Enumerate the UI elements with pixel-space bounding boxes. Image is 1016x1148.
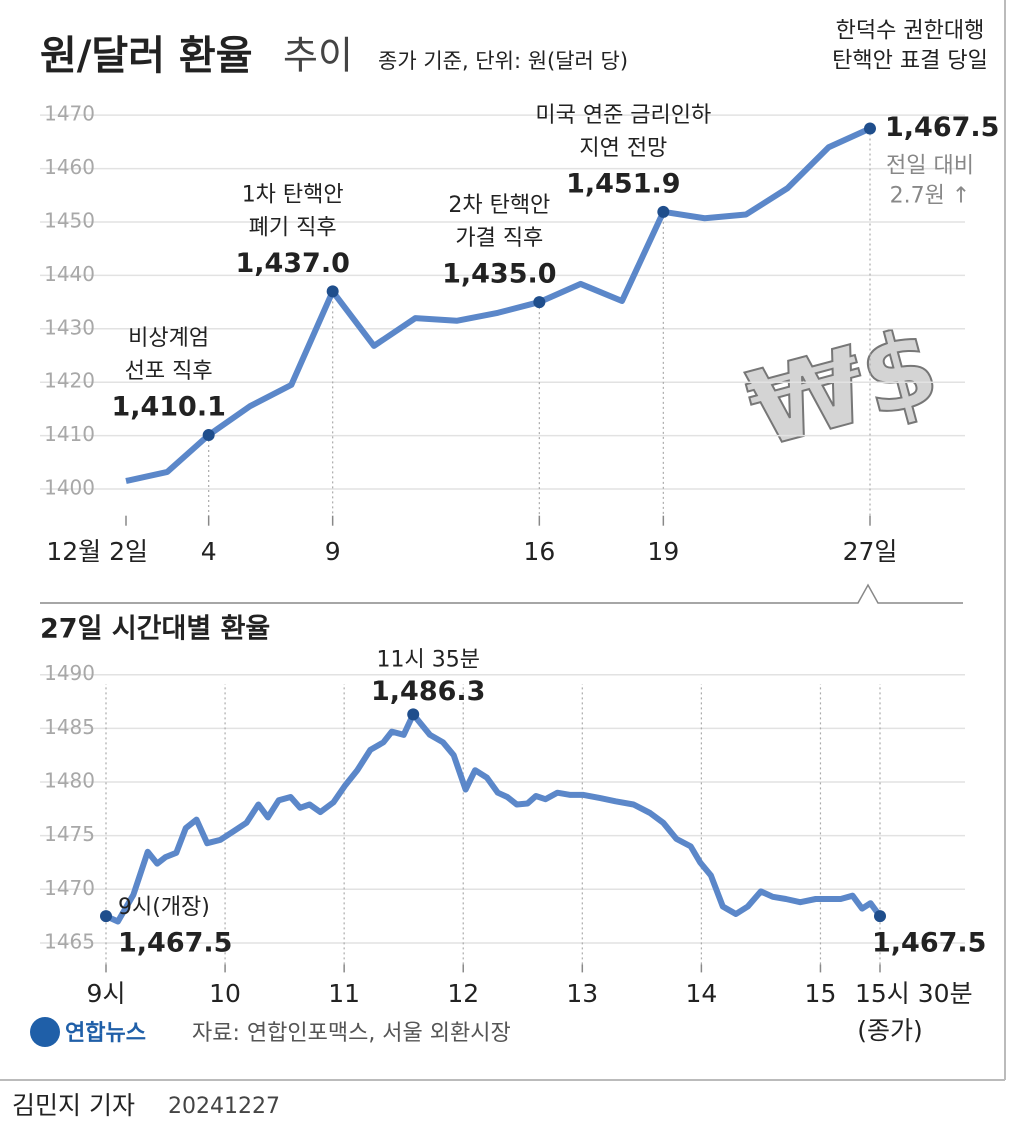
annotation: 탄핵안 표결 당일	[832, 49, 988, 74]
x-tick-label: 12	[447, 979, 479, 1008]
marker	[864, 122, 876, 135]
y-tick-label: 1420	[44, 369, 95, 393]
marker	[533, 296, 546, 309]
chart-title-suffix: 추이	[283, 34, 353, 78]
y-tick-label: 1400	[44, 475, 95, 499]
x-tick-label: 4	[201, 537, 217, 566]
marker	[326, 285, 339, 298]
chart-subtitle: 종가 기준, 단위: 원(달러 당)	[378, 49, 628, 73]
y-tick-label: 1475	[44, 822, 95, 846]
annotation: 11시 35분	[376, 647, 479, 672]
annotation: 2차 탄핵안	[448, 193, 550, 218]
byline: 김민지 기자	[12, 1091, 135, 1120]
x-tick-label: 19	[647, 537, 679, 566]
x-tick-label: 13	[566, 979, 598, 1008]
value-label: 1,435.0	[442, 259, 556, 290]
x-tick-label: 15시 30분	[855, 979, 973, 1008]
x-tick-label: 15	[805, 979, 837, 1008]
value-label: 1,410.1	[111, 392, 225, 423]
source: 자료: 연합인포맥스, 서울 외환시장	[192, 1021, 511, 1046]
value-label: 1,467.5	[872, 928, 986, 959]
y-tick-label: 1450	[44, 208, 95, 232]
annotation: 비상계엄	[128, 326, 209, 351]
x-tick-label: 27일	[843, 537, 898, 566]
y-tick-label: 1410	[44, 422, 95, 446]
y-tick-label: 1430	[44, 315, 95, 339]
annotation: 폐기 직후	[249, 215, 337, 240]
x-tick-label: 9	[325, 537, 341, 566]
axis-break	[40, 583, 963, 604]
marker	[100, 910, 112, 923]
value-label: 1,467.5	[118, 928, 232, 959]
chart-title: 원/달러 환율	[40, 33, 253, 79]
line	[104, 711, 883, 925]
date: 20241227	[168, 1094, 280, 1119]
marker	[657, 205, 670, 218]
annotation: 1차 탄핵안	[242, 182, 344, 207]
annotation: 한덕수 권한대행	[836, 19, 985, 44]
value-label: 1,451.9	[566, 168, 680, 199]
y-tick-label: 1440	[44, 262, 95, 286]
annotation: 미국 연준 금리인하	[535, 103, 711, 128]
x-tick-label: 14	[685, 979, 717, 1008]
annotation: 9시(개장)	[118, 895, 210, 920]
y-tick-label: 1460	[44, 155, 95, 179]
value-label: 1,437.0	[235, 248, 349, 279]
close-note: (종가)	[857, 1016, 923, 1045]
x-tick-label: 9시	[87, 979, 126, 1008]
value-label: 1,486.3	[371, 676, 485, 707]
annotation: 지연 전망	[579, 136, 667, 161]
marker	[202, 429, 215, 442]
y-tick-label: 1470	[44, 876, 95, 900]
y-tick-label: 1480	[44, 769, 95, 793]
y-tick-label: 1465	[44, 929, 95, 953]
y-tick-label: 1490	[44, 661, 95, 685]
marker	[874, 910, 886, 923]
note: 2.7원 ↑	[890, 184, 971, 209]
x-tick-label: 12월 2일	[46, 537, 148, 566]
y-tick-label: 1485	[44, 715, 95, 739]
logo: 연합뉴스	[65, 1020, 146, 1046]
line	[125, 125, 872, 484]
x-tick-label: 10	[209, 979, 241, 1008]
note: 전일 대비	[886, 154, 974, 179]
chart-title: 27일 시간대별 환율	[40, 614, 270, 645]
x-tick-label: 16	[523, 537, 555, 566]
annotation: 가결 직후	[455, 226, 543, 251]
logo-icon	[30, 1017, 60, 1047]
annotation: 선포 직후	[125, 359, 213, 384]
value-label: 1,467.5	[885, 112, 999, 143]
x-tick-label: 11	[328, 979, 360, 1008]
currency-icon: ₩$	[736, 305, 950, 472]
y-tick-label: 1470	[44, 102, 95, 126]
marker	[407, 708, 420, 721]
